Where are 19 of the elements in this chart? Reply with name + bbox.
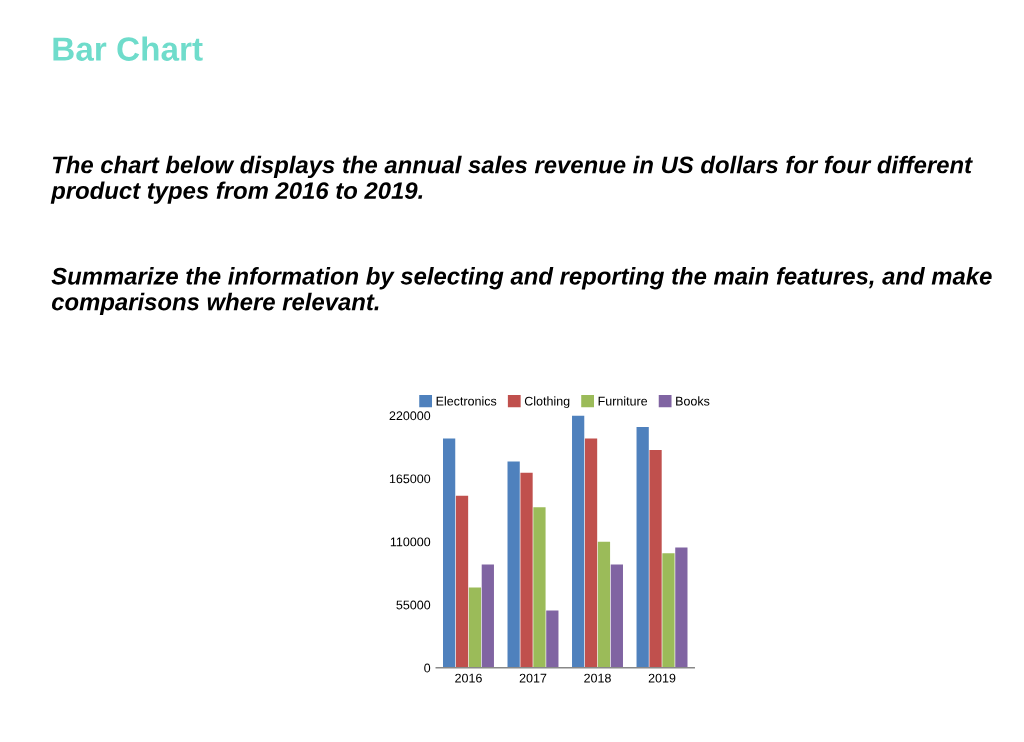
bar (662, 553, 675, 668)
bar (610, 564, 623, 668)
text: Bar Chart (53, 36, 203, 61)
bar (443, 438, 456, 668)
bar (649, 449, 662, 668)
bar (675, 547, 688, 668)
chart-subtitle: The chart below displays the annual sales revenue in US dollars for four different product types from 2016 to 2019. (50, 155, 973, 204)
bar (533, 507, 546, 668)
bar (468, 587, 482, 668)
bar (584, 438, 598, 668)
bar (546, 610, 559, 668)
text: Summarize the information by selecting and reporting the main features, and make comparisons where relevant. (51, 267, 992, 316)
bar (455, 495, 469, 668)
bar (597, 541, 611, 668)
bar (520, 472, 533, 668)
bar (481, 564, 494, 668)
bar (636, 426, 649, 668)
bar (507, 461, 520, 668)
bar (572, 415, 585, 668)
